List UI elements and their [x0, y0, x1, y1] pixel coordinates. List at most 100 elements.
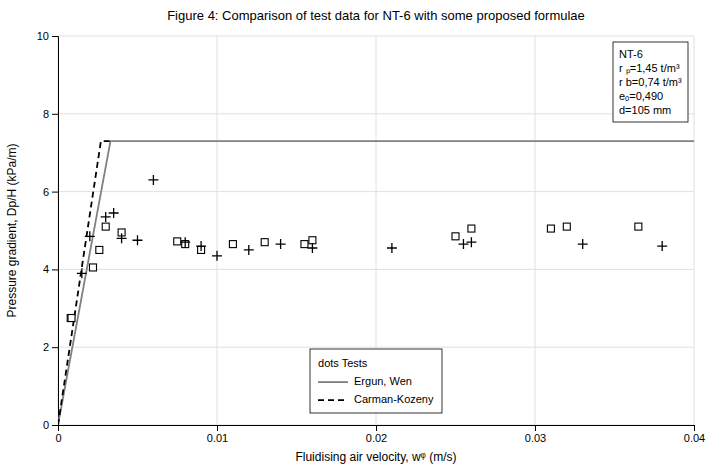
y-tick-label: 10 — [37, 30, 49, 42]
annotation: d=105 mm — [619, 104, 671, 116]
y-grid-line — [58, 269, 694, 270]
plus-point — [276, 239, 286, 249]
plus-point — [196, 241, 206, 251]
plus-point — [466, 237, 476, 247]
y-tick-mark — [52, 269, 58, 270]
annotation: r b=0,74 t/m³ — [619, 76, 682, 88]
plus-point — [180, 237, 190, 247]
plus-point — [387, 243, 397, 253]
x-tick-mark — [217, 425, 218, 431]
x-grid-line — [217, 36, 218, 425]
legend-title: dots Tests — [318, 357, 368, 369]
square-point — [309, 237, 316, 244]
y-tick-mark — [52, 347, 58, 348]
legend-frame — [310, 349, 442, 413]
x-tick-label: 0.03 — [525, 432, 546, 444]
x-tick-mark — [535, 425, 536, 431]
square-point — [89, 264, 96, 271]
x-tick-label: 0.02 — [366, 432, 387, 444]
x-axis: 0 0.01 0.02 0.03 0.04 — [55, 425, 705, 444]
y-tick: 4 — [43, 263, 58, 275]
plus-point — [657, 241, 667, 251]
x-axis-line — [59, 426, 695, 432]
y-axis-label: Pressure gradient, Dp/H (kPa/m) — [5, 143, 19, 317]
square-point — [635, 223, 642, 230]
x-tick: 0.02 — [366, 425, 387, 444]
square-point — [563, 223, 570, 230]
y-tick: 0 — [43, 419, 58, 431]
data — [58, 141, 694, 425]
y-grid-line — [58, 191, 694, 192]
legend-swatch — [318, 399, 348, 401]
plus-point — [133, 235, 143, 245]
x-grid-line — [694, 36, 695, 425]
y-tick-label: 2 — [43, 341, 49, 353]
legend-swatch — [318, 381, 348, 383]
square-point — [174, 238, 181, 245]
y-grid-line — [58, 36, 694, 37]
y-grid-line — [58, 113, 694, 114]
y-axis-line — [52, 37, 59, 426]
x-grid-line — [535, 36, 536, 425]
square-point — [102, 223, 109, 230]
line — [58, 141, 694, 425]
y-tick: 6 — [43, 186, 58, 198]
x-tick-label: 0 — [55, 432, 61, 444]
y-tick-label: 6 — [43, 186, 49, 198]
y-tick: 2 — [43, 341, 58, 353]
y-tick-label: 0 — [43, 419, 49, 431]
y-axis: 0 2 4 6 8 10 — [37, 30, 59, 431]
annotation: r ₚ=1,45 t/m³ — [619, 62, 680, 75]
y-tick-mark — [52, 192, 58, 193]
annotation: NT-6 — [619, 48, 643, 60]
y-grid-line — [58, 347, 694, 348]
x-tick-mark — [694, 425, 695, 431]
x-tick-label: 0.04 — [684, 432, 705, 444]
plot: 0 0.01 0.02 0.03 0.04 0 2 4 6 8 10 NT-6 r ₚ=1,45 t/m… — [37, 30, 705, 444]
plus-point — [458, 239, 468, 249]
square-point — [452, 233, 459, 240]
square-point — [96, 246, 103, 253]
plus-point — [109, 208, 119, 218]
y-tick-label: 4 — [43, 263, 49, 275]
square-point — [68, 315, 75, 322]
y-tick: 10 — [37, 30, 58, 42]
x-tick-mark — [376, 425, 377, 431]
legend-label: Ergun, Wen — [354, 375, 412, 387]
line — [58, 141, 114, 425]
info-box-frame — [613, 42, 688, 122]
x-tick: 0 — [55, 425, 61, 444]
plus-point — [307, 243, 317, 253]
square-point — [547, 225, 554, 232]
x-tick: 0.03 — [525, 425, 546, 444]
x-axis-label: Fluidising air velocity, wᵠ (m/s) — [295, 450, 456, 464]
plus-point — [85, 231, 95, 241]
legend: dots Tests Ergun, Wen Carman-Kozeny — [310, 349, 442, 413]
square-point — [229, 241, 236, 248]
scatter-series — [67, 223, 642, 321]
plus-point — [244, 245, 254, 255]
y-tick: 8 — [43, 108, 58, 120]
y-tick-label: 8 — [43, 108, 49, 120]
title: Figure 4: Comparison of test data for NT… — [167, 8, 585, 23]
y-tick-mark — [52, 36, 58, 37]
info-box: NT-6 r ₚ=1,45 t/m³r b=0,74 t/m³ eₒ=0,490 d=… — [613, 42, 688, 122]
plus-point — [578, 239, 588, 249]
chart: Figure 4: Comparison of test data for NT… — [0, 0, 714, 471]
square-point — [261, 239, 268, 246]
plus-point — [117, 233, 127, 243]
plus-point — [212, 251, 222, 261]
legend-label: Carman-Kozeny — [354, 393, 434, 405]
x-tick: 0.04 — [684, 425, 705, 444]
scatter-series — [77, 175, 667, 278]
x-tick-label: 0.01 — [207, 432, 228, 444]
x-tick: 0.01 — [207, 425, 228, 444]
grid — [58, 36, 694, 425]
square-point — [468, 225, 475, 232]
plus-point — [77, 268, 87, 278]
annotation: eₒ=0,490 — [619, 90, 663, 102]
y-tick-mark — [52, 114, 58, 115]
square-point — [301, 241, 308, 248]
plus-point — [148, 175, 158, 185]
square-point — [67, 315, 74, 322]
